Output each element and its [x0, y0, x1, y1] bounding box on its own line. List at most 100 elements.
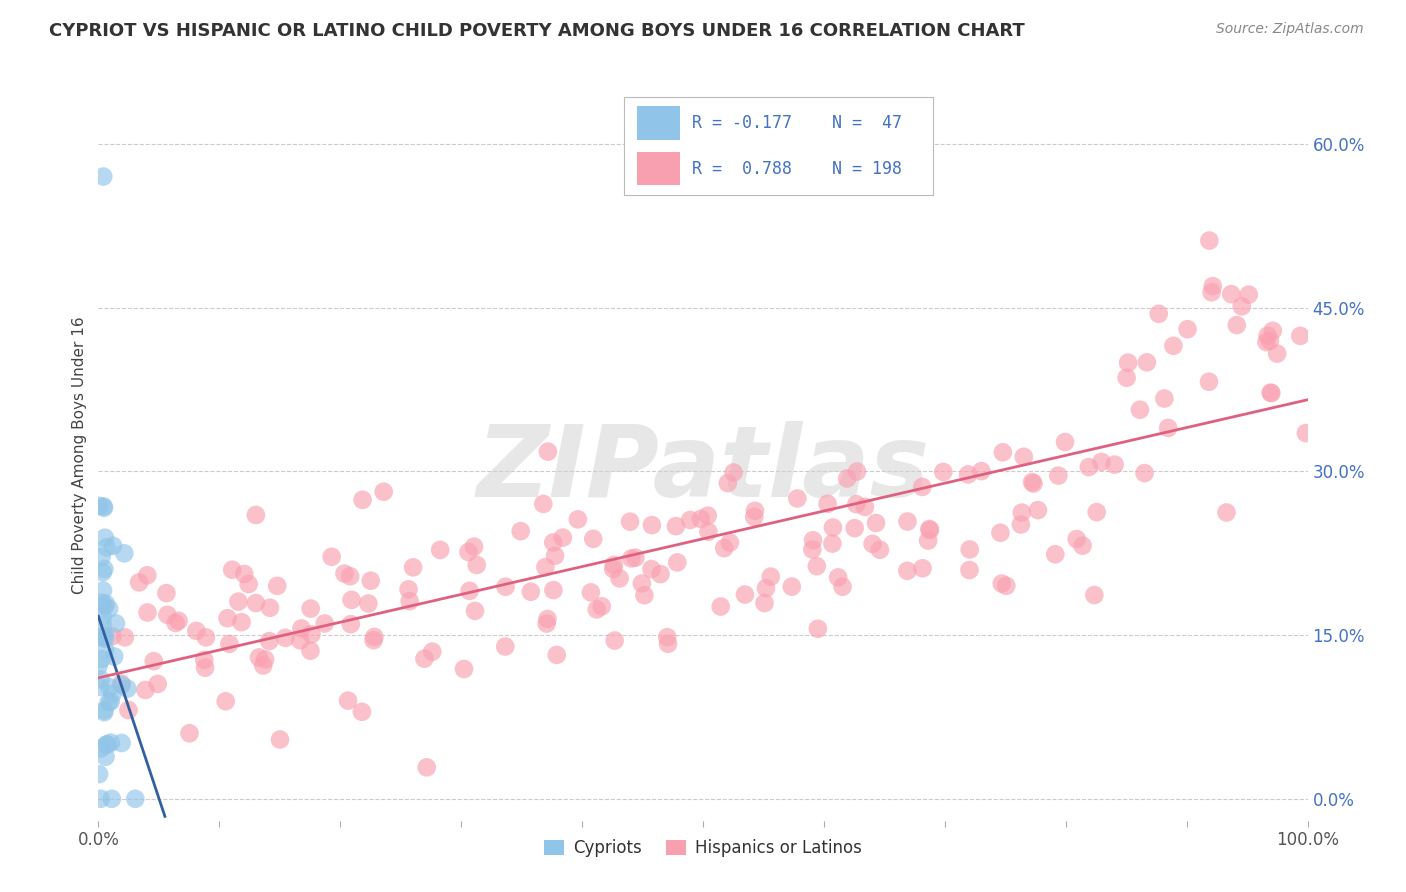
Point: [429, 543, 451, 558]
Point: [1104, 458, 1126, 472]
Point: [713, 541, 735, 556]
Point: [266, 579, 288, 593]
Point: [156, 607, 179, 622]
Point: [536, 616, 558, 631]
Point: [543, 583, 565, 598]
Point: [495, 580, 517, 594]
Point: [290, 622, 312, 636]
Point: [87, 658, 110, 673]
Point: [742, 509, 765, 524]
Point: [247, 650, 270, 665]
Point: [537, 444, 560, 458]
Point: [1022, 476, 1045, 491]
Point: [89, 499, 111, 513]
Point: [959, 563, 981, 577]
Point: [754, 596, 776, 610]
Point: [360, 574, 382, 588]
Point: [896, 564, 918, 578]
Point: [995, 579, 1018, 593]
Point: [333, 566, 356, 581]
Point: [1045, 547, 1067, 561]
Point: [917, 533, 939, 548]
Point: [93, 562, 115, 576]
Point: [536, 612, 558, 626]
Point: [807, 622, 830, 636]
Point: [1085, 505, 1108, 519]
Point: [865, 516, 887, 530]
Point: [546, 648, 568, 662]
Point: [911, 480, 934, 494]
Point: [136, 606, 159, 620]
Point: [544, 549, 567, 563]
Point: [217, 611, 239, 625]
Point: [98, 601, 121, 615]
Point: [463, 540, 485, 554]
Point: [990, 576, 1012, 591]
Point: [91, 566, 114, 580]
Point: [717, 476, 740, 491]
Point: [696, 508, 718, 523]
Point: [862, 537, 884, 551]
Point: [1295, 425, 1317, 440]
Point: [896, 515, 918, 529]
Point: [657, 630, 679, 644]
Text: Source: ZipAtlas.com: Source: ZipAtlas.com: [1216, 22, 1364, 37]
Point: [155, 586, 177, 600]
Point: [821, 520, 844, 534]
Point: [233, 566, 256, 581]
Point: [844, 521, 866, 535]
Point: [90, 549, 112, 564]
Point: [1157, 421, 1180, 435]
Point: [1265, 346, 1288, 360]
Point: [90, 741, 112, 756]
Point: [641, 518, 664, 533]
Point: [827, 570, 849, 584]
Point: [918, 522, 941, 536]
Point: [534, 560, 557, 574]
Point: [1198, 375, 1220, 389]
Point: [831, 580, 853, 594]
Point: [167, 614, 190, 628]
Point: [274, 631, 297, 645]
Point: [1129, 402, 1152, 417]
Point: [1163, 339, 1185, 353]
Point: [186, 624, 208, 638]
Point: [453, 662, 475, 676]
Point: [619, 515, 641, 529]
Point: [94, 642, 117, 657]
Point: [90, 652, 112, 666]
Point: [93, 500, 115, 515]
Point: [91, 583, 114, 598]
Point: [420, 645, 443, 659]
Point: [631, 576, 654, 591]
Point: [89, 680, 111, 694]
Point: [373, 484, 395, 499]
Point: [579, 585, 602, 599]
Point: [509, 524, 531, 538]
Point: [464, 604, 486, 618]
Point: [1258, 334, 1281, 348]
Point: [117, 703, 139, 717]
Point: [299, 643, 322, 657]
Point: [146, 677, 169, 691]
Point: [245, 508, 267, 522]
Point: [957, 467, 980, 482]
Point: [1153, 392, 1175, 406]
Point: [603, 633, 626, 648]
Point: [697, 524, 720, 539]
Point: [582, 532, 605, 546]
Point: [363, 633, 385, 648]
Point: [93, 703, 115, 717]
Point: [415, 760, 437, 774]
Point: [100, 736, 122, 750]
Point: [1115, 370, 1137, 384]
Point: [665, 519, 688, 533]
Point: [398, 594, 420, 608]
Text: CYPRIOT VS HISPANIC OR LATINO CHILD POVERTY AMONG BOYS UNDER 16 CORRELATION CHAR: CYPRIOT VS HISPANIC OR LATINO CHILD POVE…: [49, 22, 1025, 40]
Point: [1090, 455, 1112, 469]
Point: [94, 531, 117, 545]
Point: [179, 726, 201, 740]
Point: [94, 597, 117, 611]
Point: [340, 593, 363, 607]
Point: [1289, 329, 1312, 343]
